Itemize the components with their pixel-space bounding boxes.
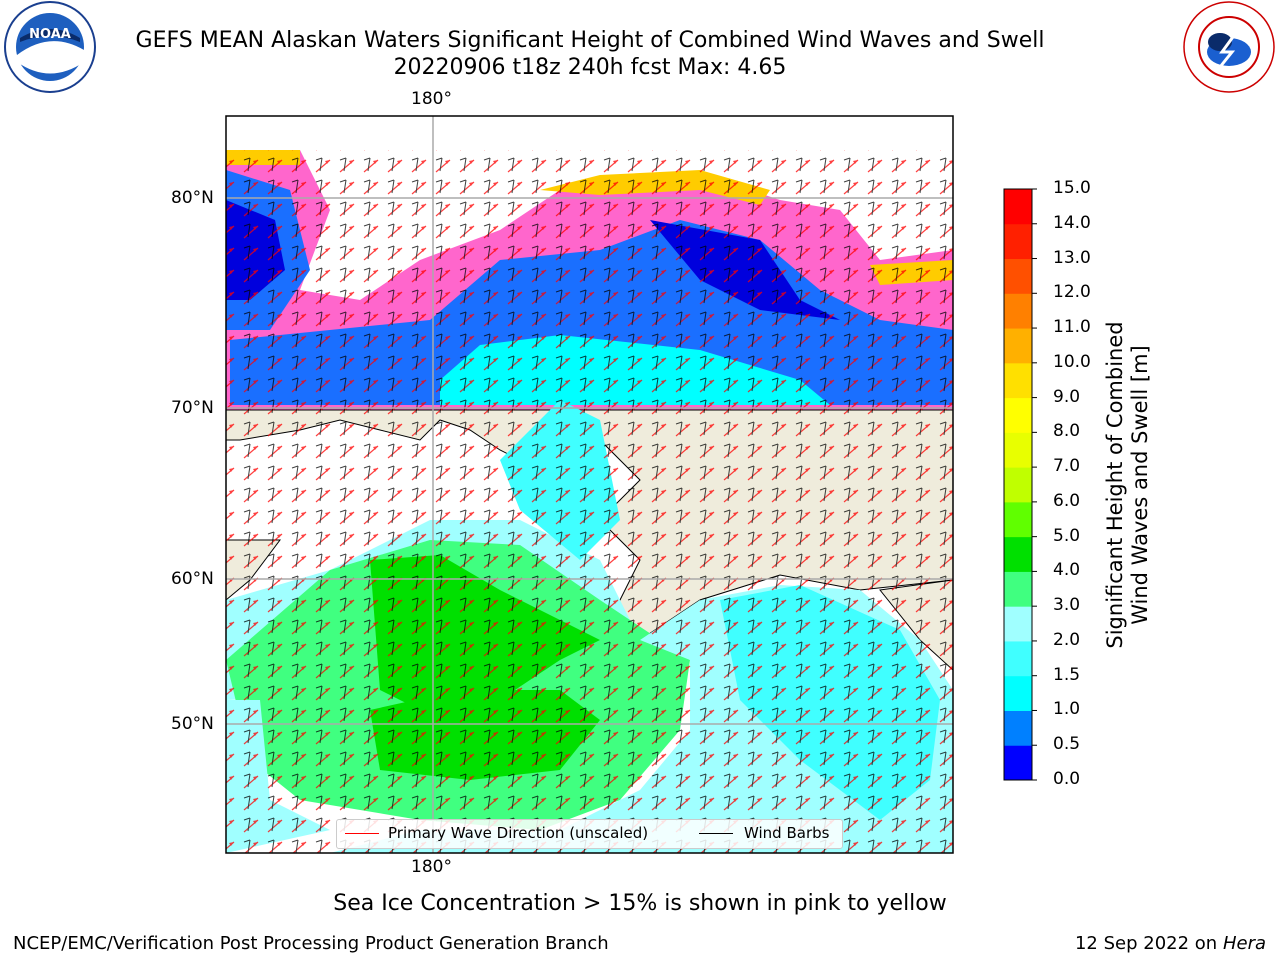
bottom-longitude-label: 180°: [411, 857, 452, 877]
colorbar-tick-label: 11.0: [1053, 317, 1091, 338]
lat-label-60: 60°N: [171, 569, 214, 589]
colorbar-segment: [1004, 571, 1032, 607]
colorbar-tick-label: 12.0: [1053, 282, 1091, 303]
map-area: [226, 116, 953, 853]
map-frame: [225, 115, 954, 854]
colorbar-tick-label: 2.0: [1053, 629, 1081, 650]
lat-label-80: 80°N: [171, 188, 214, 208]
colorbar-tick-label: 8.0: [1053, 421, 1081, 442]
lat-label-70: 70°N: [171, 398, 214, 418]
footer-host: Hera: [1222, 933, 1266, 954]
map-legend: Primary Wave Direction (unscaled) Wind B…: [336, 819, 843, 849]
colorbar-segment: [1004, 223, 1032, 260]
svg-text:NOAA: NOAA: [29, 27, 71, 42]
colorbar-segment: [1004, 293, 1032, 329]
noaa-logo: NOAA: [4, 1, 96, 93]
colorbar-title: Significant Height of Combined Wind Wave…: [1103, 275, 1153, 695]
wind-barb-label: Wind Barbs: [744, 824, 830, 842]
colorbar-frame: [1003, 188, 1033, 781]
colorbar-segment: [1004, 536, 1032, 572]
colorbar-tick-label: 4.0: [1053, 560, 1081, 581]
colorbar-tick-label: 10.0: [1053, 351, 1091, 372]
colorbar-tick-label: 0.0: [1053, 769, 1081, 789]
colorbar-tick-label: 1.0: [1053, 699, 1081, 720]
colorbar-tick-label: 15.0: [1053, 178, 1091, 198]
colorbar-segment: [1004, 467, 1032, 503]
footer-date-text: 12 Sep 2022 on: [1074, 933, 1218, 954]
top-longitude-label: 180°: [411, 89, 452, 109]
colorbar-tick-label: 7.0: [1053, 456, 1081, 477]
colorbar-segment: [1004, 745, 1032, 781]
colorbar-tick-label: 14.0: [1053, 212, 1091, 233]
colorbar-tick-label: 6.0: [1053, 490, 1081, 511]
wind-barb-swatch: [699, 833, 733, 834]
colorbar-segment: [1004, 675, 1032, 711]
colorbar-tick-label: 13.0: [1053, 247, 1091, 268]
lat-label-50: 50°N: [171, 714, 214, 734]
colorbar-tick-label: 0.5: [1053, 734, 1081, 755]
colorbar-segment: [1004, 710, 1032, 746]
colorbar-segment: [1004, 501, 1032, 538]
colorbar-segment: [1004, 606, 1032, 642]
colorbar-segment: [1004, 258, 1032, 294]
colorbar-segment: [1004, 328, 1032, 364]
colorbar-segment: [1004, 640, 1032, 677]
colorbar-segment: [1004, 432, 1032, 468]
colorbar: [1003, 188, 1037, 781]
wave-direction-swatch: [345, 833, 379, 834]
colorbar-title-line2: Wind Waves and Swell [m]: [1128, 345, 1152, 625]
footer-credit: NCEP/EMC/Verification Post Processing Pr…: [13, 933, 609, 954]
chart-subtitle: 20220906 t18z 240h fcst Max: 4.65: [393, 55, 787, 80]
wave-direction-label: Primary Wave Direction (unscaled): [388, 824, 649, 842]
colorbar-tick-label: 3.0: [1053, 595, 1081, 616]
chart-title: GEFS MEAN Alaskan Waters Significant Hei…: [135, 28, 1045, 53]
colorbar-tick-label: 1.5: [1053, 664, 1081, 685]
colorbar-segment: [1004, 362, 1032, 399]
colorbar-segment: [1004, 397, 1032, 433]
colorbar-tick-label: 9.0: [1053, 386, 1081, 407]
colorbar-segment: [1004, 189, 1032, 225]
sea-ice-note: Sea Ice Concentration > 15% is shown in …: [333, 891, 947, 916]
colorbar-tick-label: 5.0: [1053, 525, 1081, 546]
colorbar-title-line1: Significant Height of Combined: [1103, 321, 1127, 649]
nws-logo: [1183, 1, 1275, 93]
footer-date: 12 Sep 2022 on Hera: [1075, 933, 1266, 954]
